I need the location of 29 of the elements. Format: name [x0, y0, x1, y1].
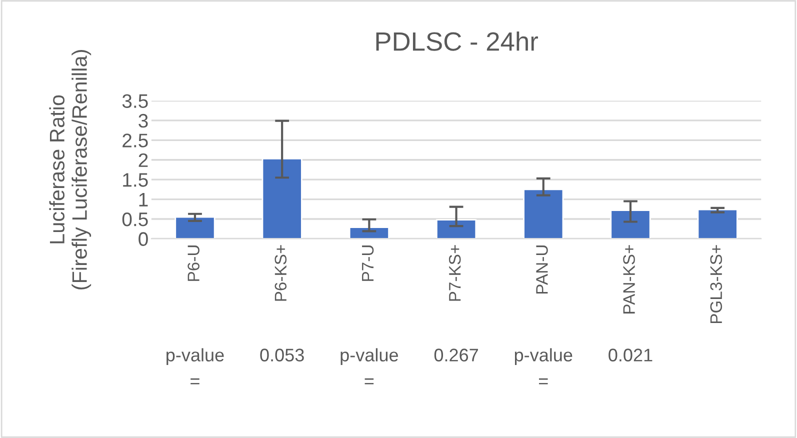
x-tick-label: P6-U: [188, 246, 200, 281]
bar: [174, 216, 216, 239]
text: p-value =: [166, 348, 224, 384]
x-tick-label: PGL3-KS+: [710, 245, 722, 324]
chart-title: PDLSC - 24hr: [376, 32, 538, 51]
y-tick-label: 0: [138, 232, 148, 246]
x-tick-label: P7-KS+: [448, 245, 461, 301]
y-tick-label: 2.5: [122, 134, 148, 148]
y-tick-label: 3: [138, 114, 148, 128]
y-tick-label: 1.5: [123, 173, 148, 187]
x-tick-label: P7-U: [362, 246, 374, 281]
text: 0.021: [608, 348, 652, 362]
y-tick-label: 3.5: [122, 94, 148, 108]
text: 0.053: [260, 348, 304, 362]
bar: [436, 219, 477, 239]
text: p-value =: [514, 348, 572, 384]
y-tick-label: 0.5: [122, 212, 148, 226]
bar: [610, 210, 651, 239]
bar: [523, 188, 564, 239]
x-tick-label: P6-KS+: [274, 245, 287, 301]
text: p-value =: [340, 348, 398, 384]
y-tick-label: 2: [138, 153, 148, 167]
x-tick-label: PAN-KS+: [623, 245, 635, 314]
y-axis-title: Luciferase Ratio (Firefly Luciferase/Renilla): [49, 50, 92, 290]
y-tick-label: 1: [139, 192, 148, 206]
bar: [262, 158, 302, 239]
bar: [697, 208, 738, 239]
text: 0.267: [434, 348, 478, 362]
x-tick-label: PAN-U: [536, 246, 548, 294]
